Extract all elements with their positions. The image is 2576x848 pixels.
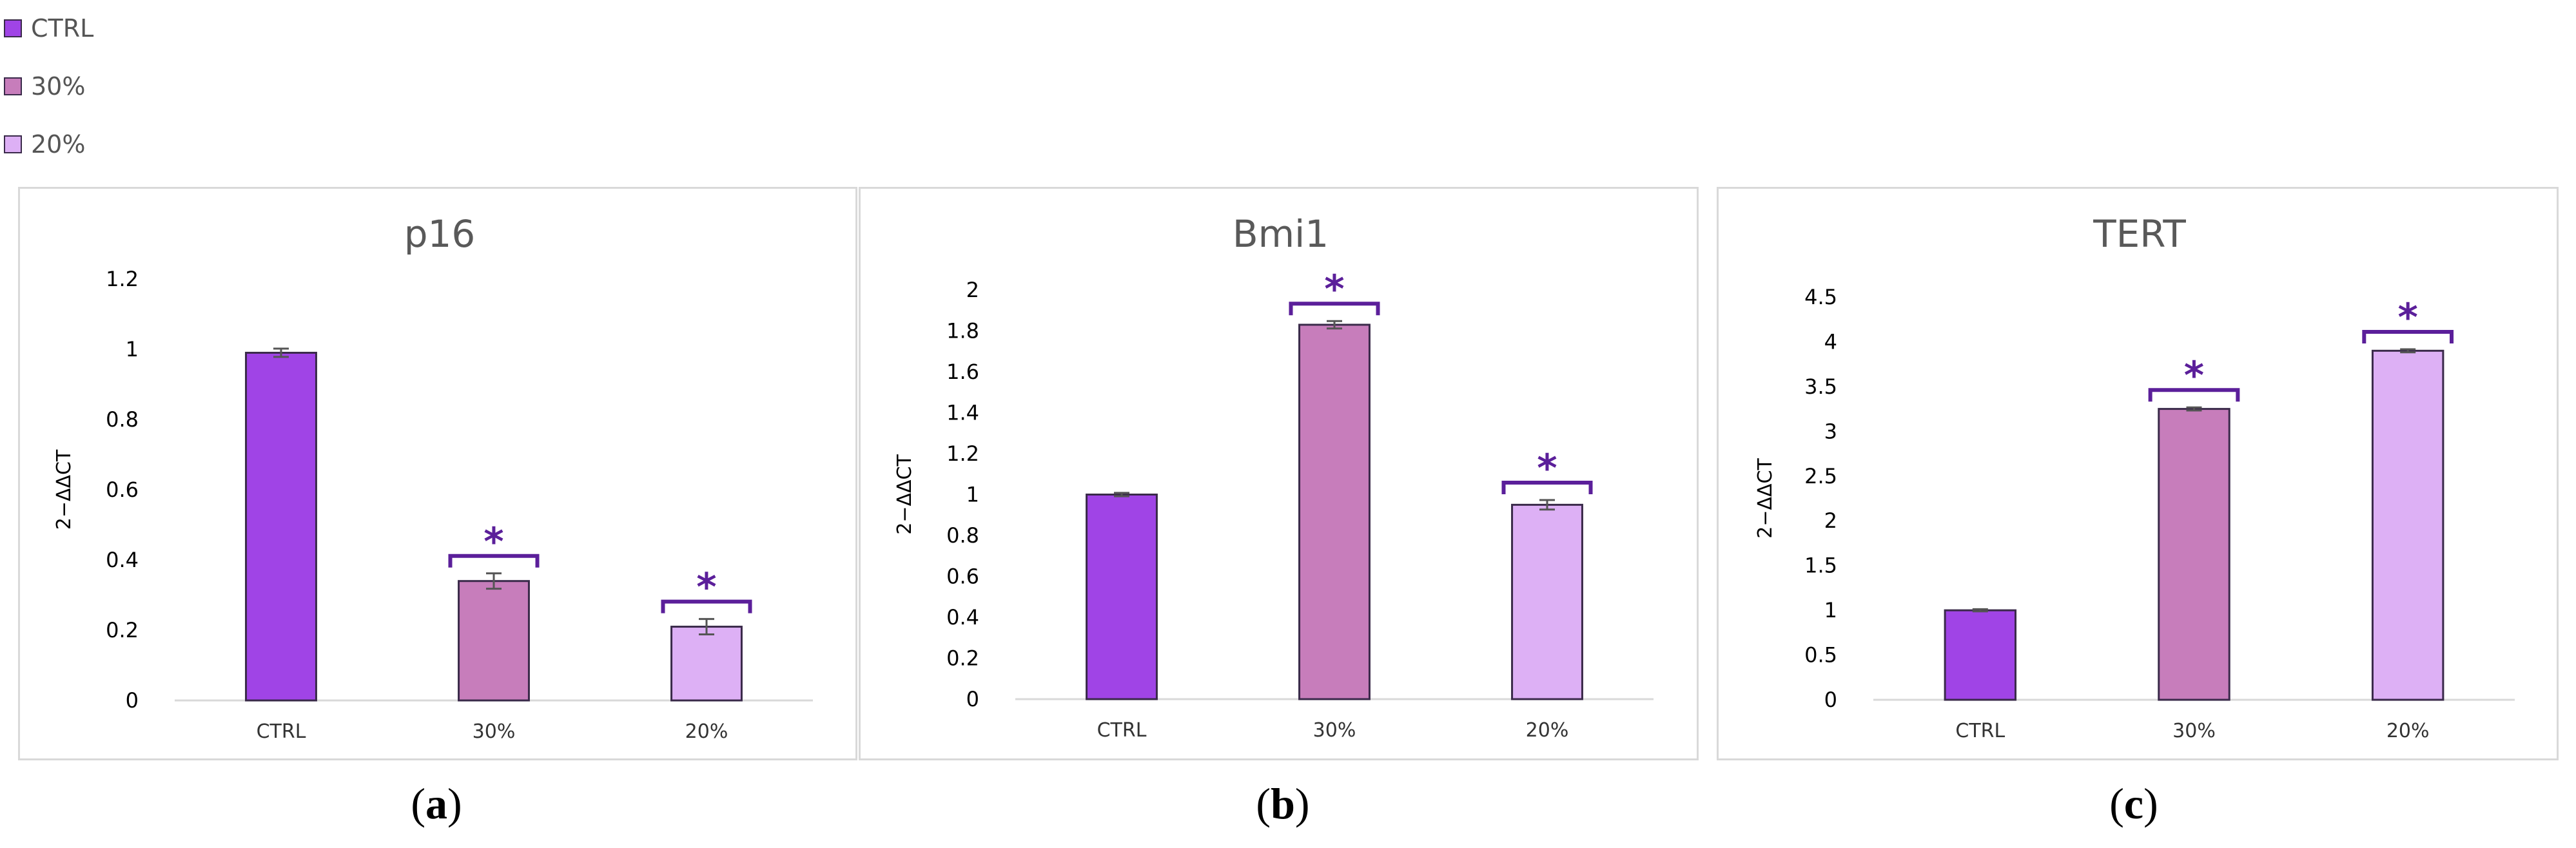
y-tick-label: 0.6 [106,477,139,502]
x-tick-label: CTRL [257,720,306,743]
y-tick-label: 0.2 [946,646,979,671]
chart-panel-p16: p16 2−ΔΔCT 0 0.2 0.4 0.6 0.8 1 1.2 CTRL 30% * 20% * [18,187,857,760]
bar-bmi1 [1511,503,1583,700]
y-tick-label: 0.4 [946,605,979,630]
bar-tert [1944,609,2017,701]
chart-panel-bmi1: Bmi1 2−ΔΔCT 0 0.2 0.4 0.6 0.8 1 1.2 1.4 1.6 1.8 2 CTR… [859,187,1699,760]
significance-bracket [2148,388,2240,402]
y-tick-label: 1.2 [946,441,979,466]
bar-tert [2158,408,2230,701]
legend-item-ctrl: CTRL [4,9,93,48]
x-tick-label: CTRL [1955,720,2005,742]
significance-bracket [661,599,752,613]
y-tick-label: 1.2 [106,267,139,291]
y-tick-label: 0.6 [946,564,979,589]
x-tick-label: 30% [473,720,516,743]
chart-title-p16: p16 [404,212,476,256]
y-tick-label: 0.8 [946,523,979,548]
legend-label-30: 30% [31,72,86,101]
significance-asterisk: * [2184,353,2204,398]
y-tick-label: 0 [966,687,979,711]
legend-swatch-ctrl [4,19,22,37]
chart-title-tert: TERT [2093,212,2186,256]
y-tick-label: 1.6 [946,360,979,384]
y-axis-label-p16: 2−ΔΔCT [53,449,75,530]
significance-asterisk: * [2397,295,2417,340]
legend-label-ctrl: CTRL [31,14,94,43]
x-tick-label: 30% [1313,719,1356,742]
significance-bracket [1289,302,1380,316]
y-tick-label: 2.5 [1804,464,1837,488]
y-tick-label: 0.8 [106,407,139,432]
y-tick-label: 0 [1824,688,1837,712]
significance-asterisk: * [483,519,503,564]
x-tick-label: CTRL [1097,719,1147,742]
bar-bmi1 [1086,494,1158,700]
y-axis-label-bmi1: 2−ΔΔCT [893,454,916,535]
chart-panel-tert: TERT 2−ΔΔCT 0 0.5 1 1.5 2 2.5 3 3.5 4 4.5 CTRL 30% * 20… [1717,187,2559,760]
y-tick-label: 3.5 [1804,374,1837,399]
y-tick-label: 2 [1824,508,1837,533]
y-tick-label: 3 [1824,419,1837,443]
y-tick-label: 2 [966,278,979,302]
caption-b: (b) [1256,779,1310,828]
caption-a: (a) [411,779,462,828]
legend-item-30: 30% [4,67,85,106]
significance-bracket [2362,329,2454,343]
bar-tert [2371,349,2444,701]
significance-asterisk: * [1324,267,1344,312]
legend-swatch-30 [4,77,22,95]
chart-bmi1: Bmi1 2−ΔΔCT 0 0.2 0.4 0.6 0.8 1 1.2 1.4 1.6 1.8 2 CTR… [893,212,1654,742]
significance-asterisk: * [1537,446,1557,491]
y-tick-label: 1.4 [946,401,979,425]
chart-title-bmi1: Bmi1 [1233,212,1329,256]
caption-c: (c) [2109,779,2158,828]
x-tick-label: 20% [1526,719,1569,742]
legend-item-20: 20% [4,125,85,164]
y-tick-label: 0 [126,688,139,713]
x-tick-label: 20% [685,720,728,743]
y-tick-label: 0.4 [106,548,139,572]
bar-p16 [458,580,530,702]
x-tick-label: 20% [2386,720,2430,742]
significance-bracket [1501,481,1593,495]
legend-label-20: 20% [31,130,86,159]
legend: CTRL 30% 20% [0,0,387,180]
y-tick-label: 1 [126,337,139,361]
bar-p16 [670,626,743,702]
x-tick-label: 30% [2172,720,2216,742]
y-tick-label: 1.8 [946,319,979,343]
y-axis-label-tert: 2−ΔΔCT [1754,458,1777,539]
significance-bracket [448,554,540,568]
bar-bmi1 [1298,323,1371,700]
significance-asterisk: * [696,565,716,610]
y-tick-label: 1 [1824,598,1837,622]
legend-swatch-20 [4,135,22,153]
y-tick-label: 0.2 [106,618,139,642]
chart-p16: p16 2−ΔΔCT 0 0.2 0.4 0.6 0.8 1 1.2 CTRL 30% * 20% * [53,212,813,743]
y-tick-label: 0.5 [1804,643,1837,668]
y-tick-label: 4 [1824,329,1837,354]
y-tick-label: 1.5 [1804,554,1837,578]
chart-tert: TERT 2−ΔΔCT 0 0.5 1 1.5 2 2.5 3 3.5 4 4.5 CTRL 30% * 20… [1754,212,2515,742]
bar-p16 [245,351,317,702]
y-tick-label: 1 [966,483,979,507]
y-tick-label: 4.5 [1804,285,1837,309]
